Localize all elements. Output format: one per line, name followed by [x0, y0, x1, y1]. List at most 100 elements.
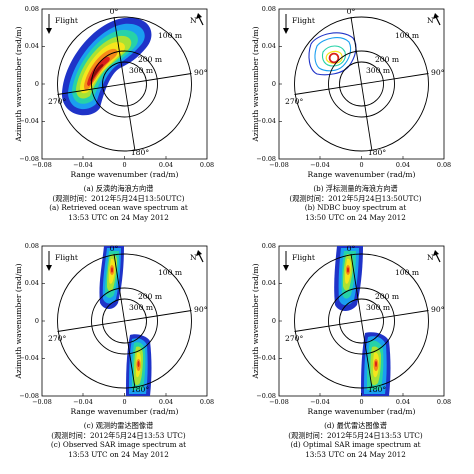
caption-en-2: 13:53 UTC on 24 May 2012: [68, 449, 169, 459]
svg-text:−0.04: −0.04: [256, 354, 276, 362]
svg-text:0: 0: [122, 398, 126, 406]
spectrum-contours: [334, 246, 391, 396]
north-indicator: N: [190, 13, 204, 26]
caption-en-1: (d) Optimal SAR image spectrum at: [290, 440, 421, 450]
svg-text:0.08: 0.08: [437, 161, 451, 169]
ring-300m: [339, 61, 384, 107]
y-ticks: 0.08 0.04 0 −0.04 −0.08: [256, 5, 276, 163]
tick-marks: [279, 283, 404, 396]
angle-label-270: 270°: [285, 334, 303, 343]
arrow-down-icon: [46, 28, 52, 34]
x-ticks: −0.08 −0.04 0 0.04 0.08: [32, 398, 214, 406]
x-axis-label: Range wavenumber (rad/m): [71, 407, 179, 416]
y-axis-label: Azimuth wavenumber (rad/m): [14, 26, 23, 142]
ring-label-100: 100 m: [158, 268, 182, 277]
ring-100m: [57, 16, 192, 152]
caption-en-1: (a) Retrieved ocean wave spectrum at: [49, 203, 188, 213]
y-axis-label: Azimuth wavenumber (rad/m): [14, 263, 23, 379]
svg-text:−0.08: −0.08: [32, 161, 52, 169]
angle-label-0: 0°: [110, 244, 119, 253]
x-ticks: −0.08 −0.04 0 0.04 0.08: [269, 161, 451, 169]
angle-label-270: 270°: [285, 97, 303, 106]
svg-text:0: 0: [359, 398, 363, 406]
ring-300m: [102, 298, 147, 344]
north-arrow-icon: [433, 250, 439, 256]
svg-text:0.08: 0.08: [262, 5, 276, 13]
spoke-90-270: [294, 310, 429, 332]
tick-marks: [279, 46, 404, 159]
angle-label-90: 90°: [431, 68, 445, 77]
angle-label-90: 90°: [194, 305, 208, 314]
flight-label: Flight: [55, 16, 78, 25]
svg-text:0.04: 0.04: [396, 398, 410, 406]
north-arrow-icon: [433, 13, 439, 19]
svg-text:0.04: 0.04: [262, 42, 276, 50]
ring-label-200: 200 m: [138, 292, 162, 301]
svg-text:0: 0: [272, 80, 276, 88]
caption-cn: (c) 观测的雷达图像谱: [83, 421, 154, 430]
svg-text:−0.04: −0.04: [73, 398, 93, 406]
polar-grid: [57, 16, 192, 152]
svg-text:−0.08: −0.08: [19, 155, 39, 163]
angle-label-0: 0°: [347, 244, 356, 253]
y-ticks: 0.08 0.04 0 −0.04 −0.08: [256, 242, 276, 400]
north-indicator: N: [190, 250, 204, 263]
flight-indicator: Flight: [283, 251, 315, 271]
x-axis-label: Range wavenumber (rad/m): [71, 170, 179, 179]
caption-time: (观测时间：2012年5月24日13:50UTC): [289, 193, 422, 203]
tick-marks: [42, 46, 167, 159]
svg-text:0: 0: [35, 80, 39, 88]
svg-text:−0.08: −0.08: [256, 392, 276, 400]
ring-label-300: 300 m: [366, 303, 390, 312]
svg-text:0.08: 0.08: [25, 5, 39, 13]
svg-text:−0.04: −0.04: [19, 354, 39, 362]
ring-label-100: 100 m: [158, 31, 182, 40]
flight-indicator: Flight: [46, 251, 78, 271]
angle-label-0: 0°: [110, 7, 119, 16]
flight-label: Flight: [292, 253, 315, 262]
angle-label-90: 90°: [194, 68, 208, 77]
caption-c: (c) 观测的雷达图像谱 (观测时间：2012年5月24日13:53 UTC) …: [0, 421, 237, 459]
caption-en-1: (c) Observed SAR image spectrum at: [50, 440, 187, 450]
flight-label: Flight: [292, 16, 315, 25]
svg-text:−0.04: −0.04: [310, 161, 330, 169]
ring-100m: [294, 253, 429, 389]
flight-indicator: Flight: [46, 14, 78, 34]
ring-300m: [339, 298, 384, 344]
y-ticks: 0.08 0.04 0 −0.04 −0.08: [19, 5, 39, 163]
svg-text:0: 0: [359, 161, 363, 169]
angle-label-180: 180°: [368, 385, 386, 394]
y-axis-label: Azimuth wavenumber (rad/m): [251, 263, 260, 379]
contour-8: [90, 64, 104, 81]
caption-en-2: 13:53 UTC on 24 May 2012: [68, 212, 169, 222]
caption-time: (观测时间：2012年5月24日13:50UTC): [52, 193, 185, 203]
svg-text:0: 0: [272, 317, 276, 325]
ring-200m: [91, 50, 158, 118]
x-axis-label: Range wavenumber (rad/m): [308, 170, 416, 179]
spectrum-contours: [62, 17, 152, 116]
svg-text:−0.08: −0.08: [19, 392, 39, 400]
panel-c: 0° 90° 180° 270° 100 m 200 m 300 m Fligh…: [0, 237, 237, 474]
spectrum-plot-c: 0° 90° 180° 270° 100 m 200 m 300 m Fligh…: [14, 242, 214, 416]
panel-b: 0° 90° 180° 270° 100 m 200 m 300 m Fligh…: [237, 0, 474, 237]
svg-text:0.04: 0.04: [159, 398, 173, 406]
polar-grid: [294, 16, 429, 152]
spoke-90-270: [294, 73, 429, 95]
angle-label-90: 90°: [431, 305, 445, 314]
svg-text:0.04: 0.04: [262, 279, 276, 287]
arrow-down-icon: [46, 265, 52, 271]
svg-text:0.08: 0.08: [437, 398, 451, 406]
north-indicator: N: [427, 13, 441, 26]
spoke-90-270: [57, 310, 192, 332]
arrow-down-icon: [283, 28, 289, 34]
y-ticks: 0.08 0.04 0 −0.04 −0.08: [19, 242, 39, 400]
spectrum-plot-a: 0° 90° 180° 270° 100 m 200 m 300 m Fligh…: [14, 5, 214, 179]
x-ticks: −0.08 −0.04 0 0.04 0.08: [32, 161, 214, 169]
angle-label-270: 270°: [48, 97, 66, 106]
spectrum-plot-d: 0° 90° 180° 270° 100 m 200 m 300 m Fligh…: [251, 242, 451, 416]
ring-300m: [102, 61, 147, 107]
ring-label-100: 100 m: [395, 31, 419, 40]
north-indicator: N: [427, 250, 441, 263]
y-axis-label: Azimuth wavenumber (rad/m): [251, 26, 260, 142]
north-label: N: [427, 16, 434, 25]
